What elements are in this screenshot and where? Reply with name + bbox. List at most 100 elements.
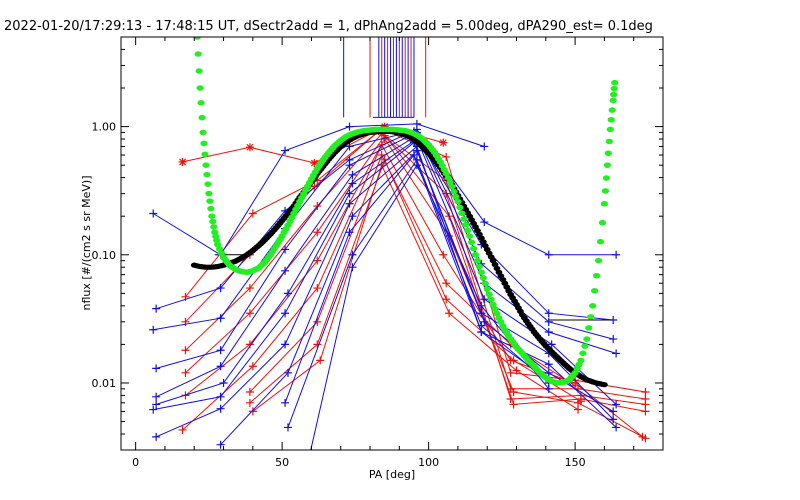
data-point-plus — [509, 356, 518, 365]
data-point-plus — [412, 161, 421, 170]
green-fit-point — [610, 85, 618, 92]
data-point-plus — [544, 384, 553, 393]
green-fit-point — [204, 181, 212, 187]
series-line — [310, 164, 550, 450]
series-line — [252, 163, 579, 412]
data-point-plus — [345, 228, 354, 237]
green-fit-point — [208, 213, 216, 219]
data-point-plus — [149, 405, 158, 414]
green-fit-point — [610, 91, 618, 98]
data-point-plus — [313, 202, 322, 211]
green-fit-point — [464, 227, 472, 234]
green-fit-point — [605, 138, 613, 145]
data-point-plus — [480, 218, 489, 227]
data-point-plus — [612, 423, 621, 432]
data-point-plus — [544, 368, 553, 377]
data-point-plus — [612, 349, 621, 358]
green-fit-point — [489, 301, 497, 308]
plot-clipped-layer — [149, 37, 650, 477]
green-fit-point — [194, 51, 202, 57]
data-point-plus — [439, 250, 448, 259]
green-fit-point — [450, 188, 458, 195]
green-fit-point — [487, 296, 495, 303]
green-fit-point — [466, 233, 474, 239]
series-line — [156, 131, 614, 369]
green-fit-point — [469, 245, 478, 252]
green-fit-point — [467, 239, 476, 246]
data-point-plus — [149, 325, 158, 334]
data-point-plus — [283, 423, 292, 432]
data-point-plus — [477, 321, 486, 330]
green-fit-point — [477, 269, 485, 276]
green-fit-point — [607, 116, 615, 123]
green-fit-point — [491, 306, 499, 312]
data-point-plus — [612, 400, 621, 409]
green-fit-point — [577, 357, 585, 364]
data-point-plus — [181, 368, 190, 377]
data-point-plus — [313, 317, 322, 326]
y-tick-label: 0.10 — [92, 249, 117, 262]
green-fit-point — [207, 205, 215, 212]
data-point-plus — [345, 199, 354, 208]
green-fit-point — [193, 37, 201, 40]
green-fit-point — [481, 280, 489, 287]
green-fit-point — [592, 272, 601, 279]
green-fit-point — [205, 190, 213, 197]
green-fit-point — [198, 114, 206, 121]
green-fit-point — [598, 219, 607, 226]
series-line — [182, 143, 643, 438]
green-fit-point — [199, 129, 207, 136]
data-point-plus — [219, 378, 228, 387]
data-point-plus — [345, 142, 354, 151]
data-point-plus — [216, 404, 225, 413]
green-fit-point — [456, 204, 464, 211]
green-fit-point — [475, 263, 484, 270]
data-point-plus — [152, 364, 161, 373]
data-point-plus — [302, 469, 310, 477]
data-point-plus — [442, 295, 451, 304]
data-point-plus — [152, 304, 161, 313]
data-point-plus — [612, 250, 621, 259]
data-point-plus — [445, 309, 454, 318]
series-line — [249, 158, 582, 404]
green-fit-point — [581, 343, 589, 349]
green-fit-point — [460, 216, 468, 222]
green-fit-point — [587, 314, 595, 320]
green-fit-point — [210, 224, 218, 230]
green-fit-point — [493, 310, 501, 317]
data-point-plus — [544, 250, 553, 259]
data-point-plus — [348, 212, 357, 221]
series-line — [156, 145, 617, 438]
green-fit-point — [452, 193, 460, 200]
green-fit-point — [473, 257, 482, 264]
data-point-plus — [313, 340, 322, 349]
green-fit-point — [211, 229, 219, 236]
data-point-plus — [245, 309, 254, 318]
green-fit-point — [203, 171, 211, 178]
data-point-plus — [609, 407, 618, 416]
green-fit-point — [202, 162, 210, 168]
data-point-plus — [348, 179, 357, 188]
x-tick-label: 100 — [418, 456, 439, 469]
data-point-plus — [283, 368, 292, 377]
green-fit-point — [213, 237, 221, 244]
data-point-plus — [506, 368, 515, 377]
data-point-plus — [345, 189, 354, 198]
data-point-plus — [442, 152, 451, 161]
data-point-plus — [248, 407, 257, 416]
data-point-plus — [348, 263, 357, 272]
data-point-plus — [310, 182, 319, 191]
series-line — [155, 134, 617, 398]
data-point-plus — [313, 256, 322, 265]
green-fit-point — [462, 221, 470, 228]
green-fit-point — [583, 336, 591, 342]
data-point-plus — [512, 366, 521, 375]
green-fit-point — [196, 85, 204, 91]
data-point-star — [439, 139, 447, 147]
data-point-plus — [149, 209, 158, 218]
data-point-plus — [609, 335, 618, 344]
chart-title: 2022-01-20/17:29:13 - 17:48:15 UT, dSect… — [4, 19, 653, 34]
green-fit-point — [446, 179, 454, 186]
data-point-plus — [316, 356, 325, 365]
